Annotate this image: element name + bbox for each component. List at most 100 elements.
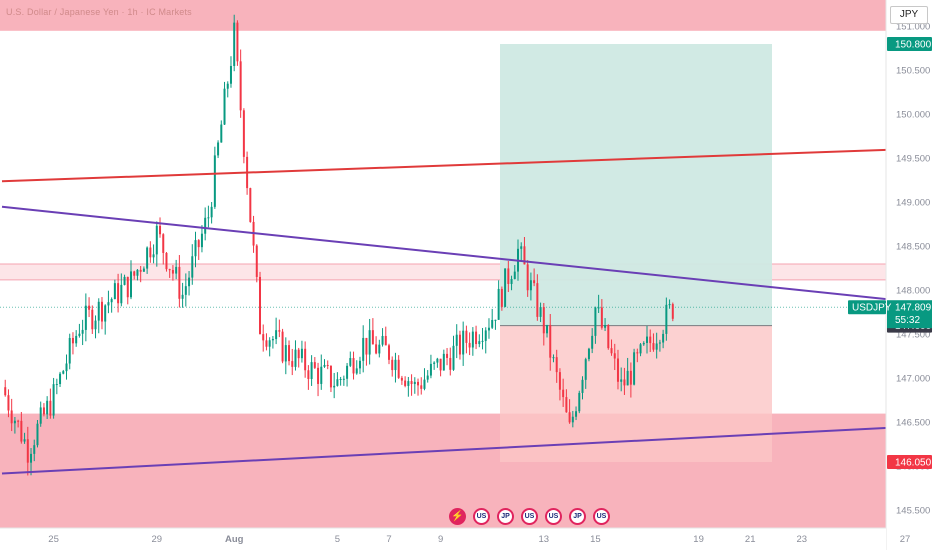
us-flag-icon[interactable]: US [593, 508, 610, 525]
candle [458, 334, 461, 355]
candle [223, 88, 226, 125]
stop-price-badge [887, 455, 932, 469]
time-tick: 29 [152, 534, 163, 545]
candle [620, 379, 623, 382]
candle [168, 269, 171, 271]
candle [668, 304, 671, 306]
candle [188, 277, 191, 287]
time-axis [0, 528, 886, 550]
candle [233, 22, 236, 66]
time-tick: 7 [386, 534, 391, 545]
candle [262, 334, 265, 341]
candle [171, 270, 174, 274]
candle [529, 280, 532, 291]
candle [100, 301, 103, 322]
candle [62, 371, 65, 374]
candle [220, 124, 223, 143]
candle [162, 234, 165, 253]
candle [33, 445, 36, 454]
candle [533, 280, 536, 284]
candle [433, 362, 436, 364]
candle [49, 400, 52, 416]
candle [507, 268, 510, 284]
candle [355, 368, 358, 374]
candle [426, 375, 429, 380]
us-flag-icon[interactable]: US [521, 508, 538, 525]
candle [104, 305, 107, 322]
candle [94, 320, 97, 330]
candle [59, 373, 62, 385]
candle [391, 359, 394, 371]
candle [300, 348, 303, 359]
candle [88, 305, 91, 310]
candle [623, 379, 626, 386]
candle [294, 349, 297, 367]
last-price-label: 147.809 [895, 303, 932, 314]
candle [184, 286, 187, 295]
candle [417, 381, 420, 386]
candle [268, 340, 271, 347]
candle [497, 288, 500, 320]
candle [381, 335, 384, 345]
candle [342, 378, 345, 380]
candle [449, 357, 452, 370]
candle [333, 385, 336, 388]
candle [146, 247, 149, 269]
candle [539, 307, 542, 317]
us-flag-icon[interactable]: US [473, 508, 490, 525]
candle [481, 340, 484, 342]
candle [413, 381, 416, 385]
candle [378, 344, 381, 354]
price-tick: 149.000 [896, 197, 930, 208]
candle [46, 400, 49, 415]
candle [326, 364, 329, 366]
candle [288, 345, 291, 362]
candle [597, 307, 600, 309]
lightning-icon[interactable]: ⚡ [449, 508, 466, 525]
candle [39, 407, 42, 424]
candle [123, 276, 126, 285]
japan-flag-icon[interactable]: JP [497, 508, 514, 525]
symbol-header: U.S. Dollar / Japanese Yen · 1h · IC Mar… [6, 7, 192, 17]
candle [78, 333, 81, 336]
candle [568, 412, 571, 423]
candle [26, 439, 29, 463]
candle [259, 276, 261, 335]
candle [97, 301, 100, 321]
candle [255, 245, 258, 277]
candle [71, 337, 74, 344]
candle [204, 217, 207, 234]
candle [265, 340, 268, 347]
candle [165, 252, 168, 270]
candle [68, 337, 71, 364]
time-tick: 19 [693, 534, 704, 545]
currency-button[interactable]: JPY [890, 6, 928, 24]
purple-upper-trendline [1, 205, 932, 305]
candle [594, 307, 597, 336]
candle [317, 367, 320, 384]
candle [226, 83, 229, 89]
candle [117, 283, 120, 304]
candle [662, 333, 665, 343]
candle [339, 378, 342, 380]
candle [336, 379, 339, 386]
price-tick: 150.000 [896, 109, 930, 120]
candle [475, 331, 478, 345]
candle [155, 225, 158, 255]
red-trendline [1, 147, 932, 183]
candle [520, 246, 523, 249]
candle [52, 384, 55, 416]
candle [587, 348, 590, 360]
candle [130, 271, 132, 298]
candle [81, 329, 84, 334]
japan-flag-icon[interactable]: JP [569, 508, 586, 525]
price-tick: 150.500 [896, 65, 930, 76]
candle [175, 266, 178, 274]
candle [471, 331, 474, 348]
us-flag-icon[interactable]: US [545, 508, 562, 525]
candle [13, 420, 16, 424]
time-tick: 23 [797, 534, 808, 545]
candle [616, 358, 619, 382]
